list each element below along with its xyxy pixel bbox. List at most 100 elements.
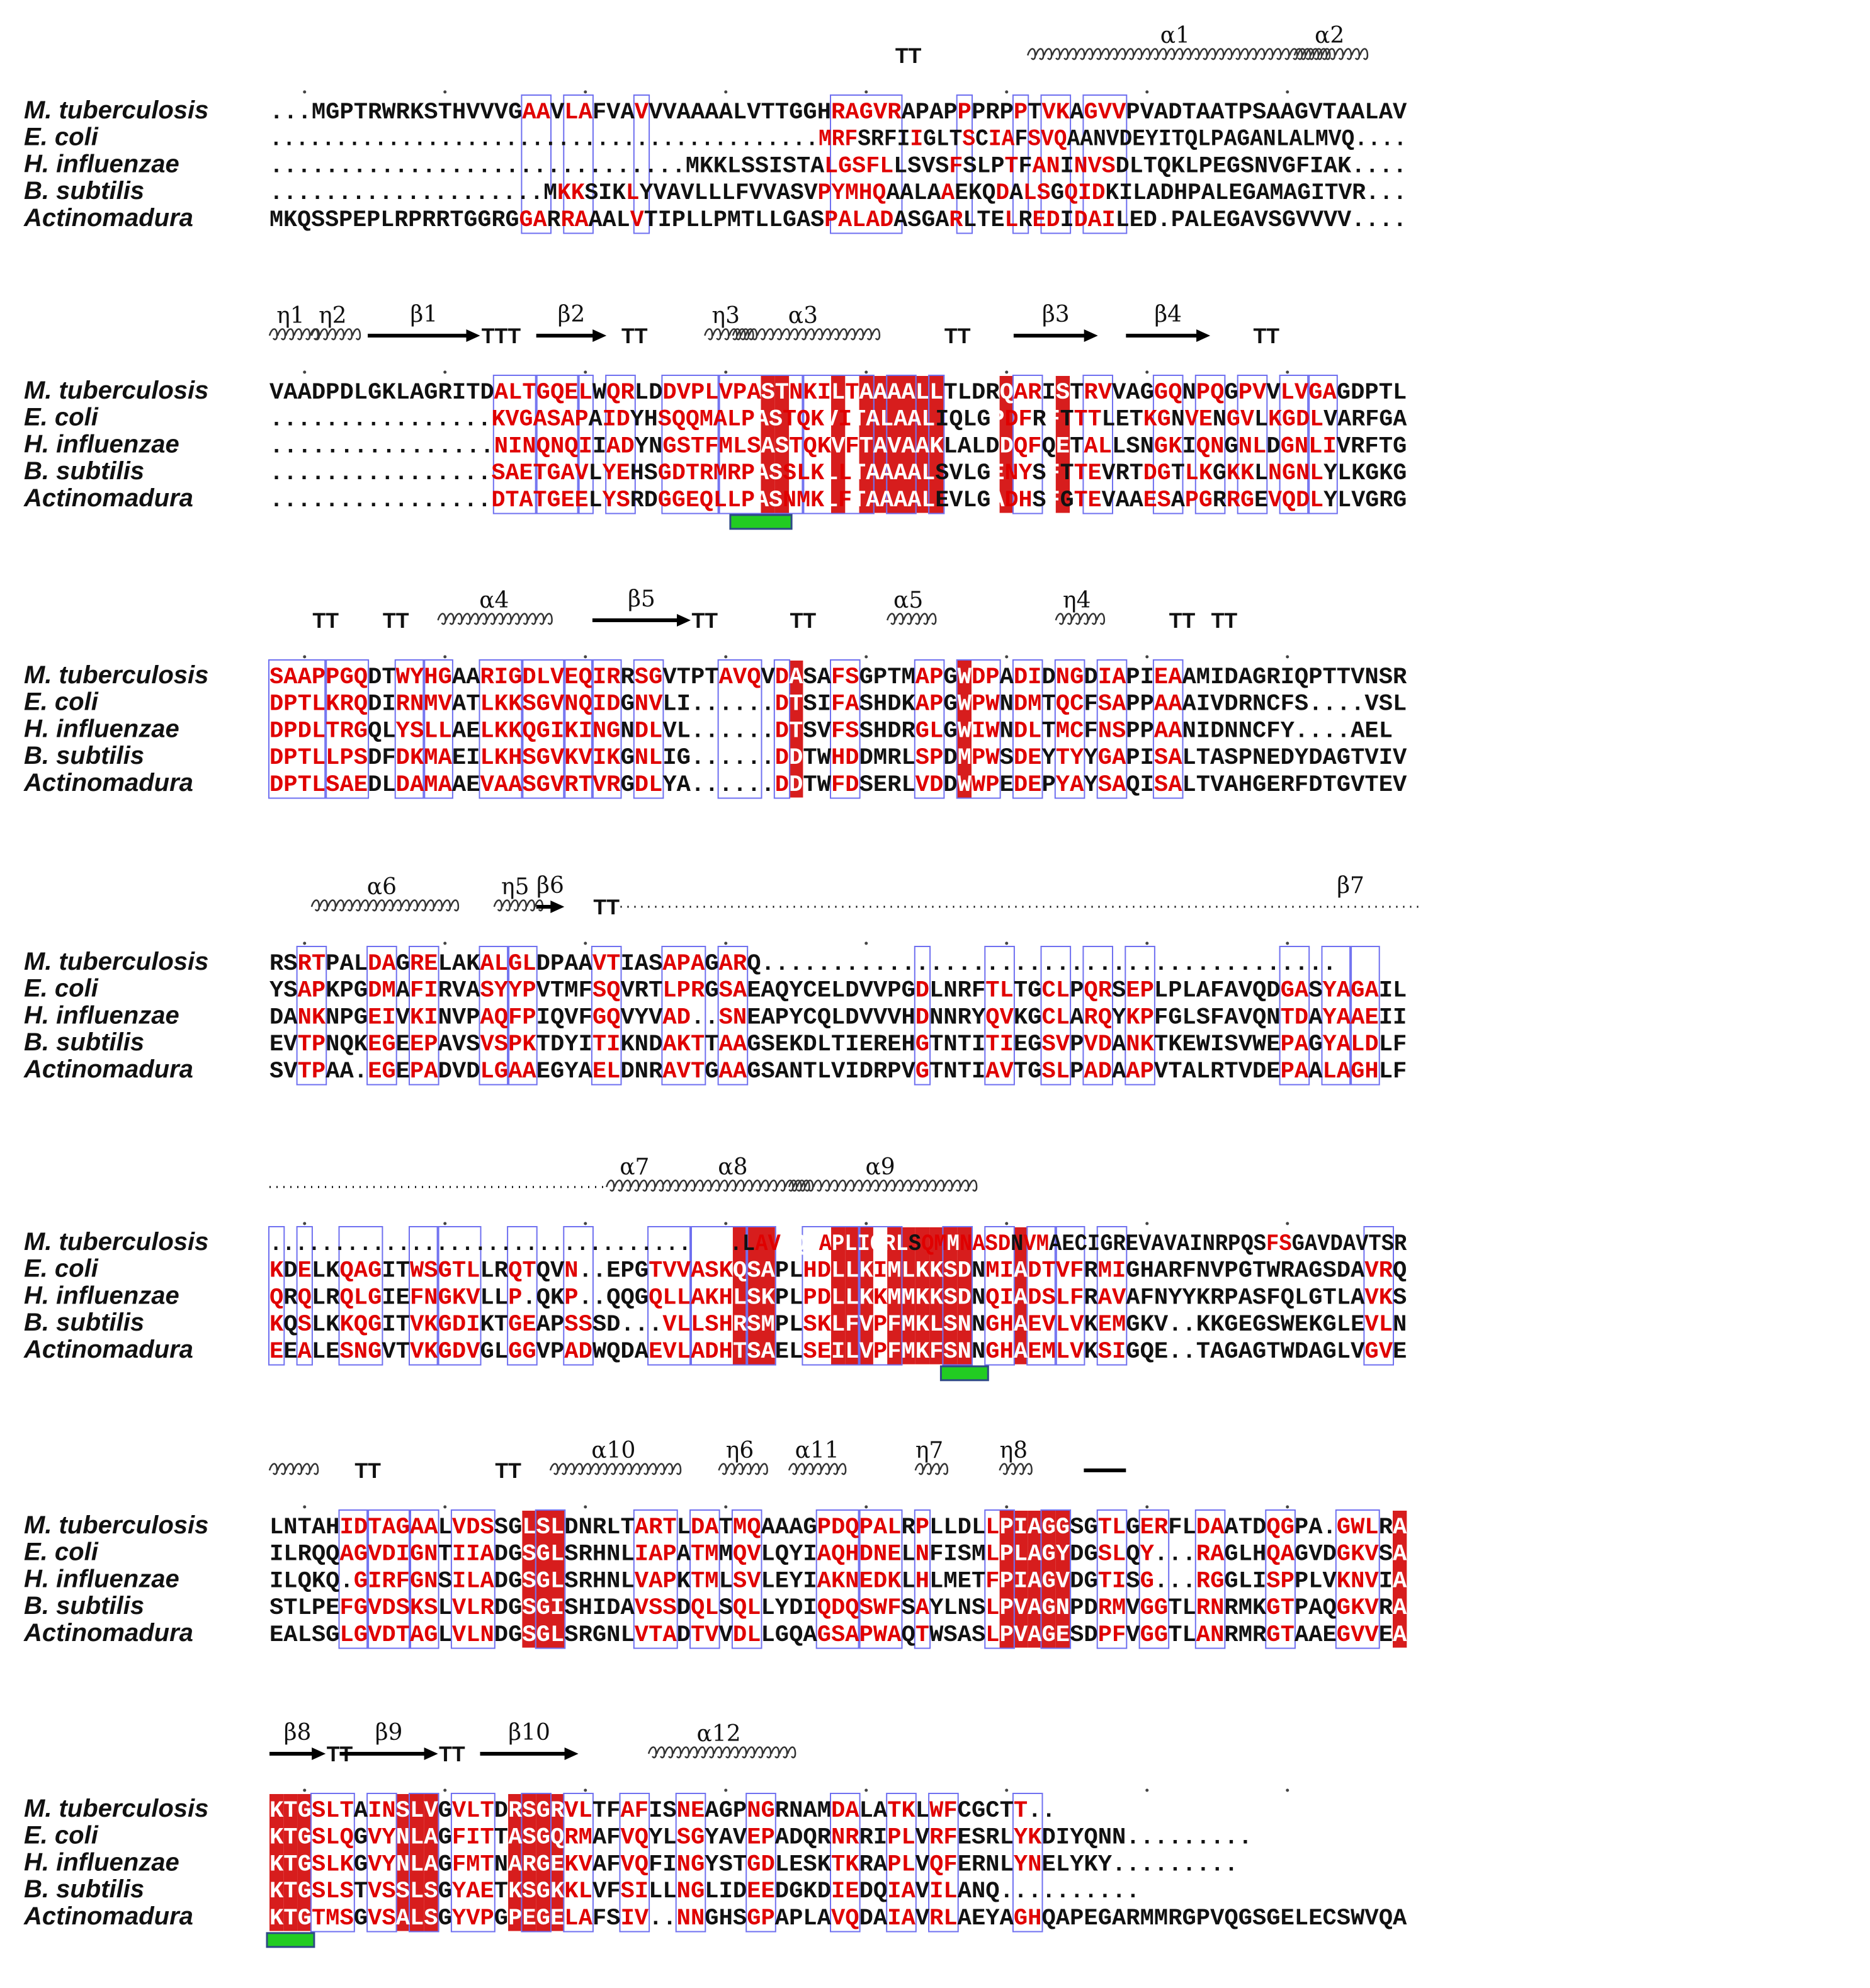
ss-label: β3 (1042, 302, 1070, 327)
ss-label: α6 (367, 874, 397, 900)
similarity-box (1138, 1509, 1170, 1649)
similarity-box (830, 94, 903, 234)
similarity-box (928, 375, 945, 514)
turn-label: TT (944, 324, 971, 348)
sequence-row: KTGSLTAINSLVGVLTDRSGRVLTFAFISNEAGPNGRNAM… (269, 1798, 1056, 1824)
similarity-box (802, 1226, 861, 1366)
similarity-box (535, 1509, 566, 1649)
similarity-box (366, 946, 397, 1086)
species-label: H. influenzae (24, 430, 179, 458)
identity-fill (1055, 376, 1070, 513)
ss-label: η2 (319, 303, 346, 329)
similarity-box (984, 946, 1015, 1086)
similarity-box (633, 94, 650, 234)
identity-fill (536, 1511, 550, 1648)
similarity-box (1026, 1226, 1057, 1366)
turn-label: TT (790, 609, 817, 633)
identity-fill (395, 1794, 410, 1931)
position-tick (1286, 941, 1289, 945)
similarity-box (450, 1793, 496, 1933)
similarity-box (409, 1226, 439, 1366)
sequence-row: KTGTMSGVSALSGYVPGPEGELAFSIV..NNGHSGPAPLA… (269, 1906, 1407, 1932)
similarity-box (409, 1793, 439, 1933)
position-tick (1145, 655, 1149, 659)
turn-label: TT (895, 44, 922, 68)
helix-glyph (705, 329, 754, 340)
sequence-row: MKQSSPEPLRPRRTGGRGGARRAAALVTIPLLPMTLLGAS… (269, 207, 1407, 234)
alignment-block: η1 η2 β1 TTT β2 TT η3 α3 TT β3 β4 TT M. tuberculosis… (23, 302, 1407, 514)
helix-glyph (268, 328, 319, 341)
similarity-box (914, 659, 945, 799)
position-tick (303, 1222, 307, 1225)
similarity-box (1040, 946, 1072, 1086)
species-label: B. subtilis (24, 1592, 144, 1620)
similarity-box (535, 375, 580, 514)
identity-fill (929, 376, 944, 513)
species-label: E. coli (24, 123, 99, 151)
position-tick (724, 370, 728, 374)
ss-label: β8 (284, 1720, 312, 1746)
ss-label: α1 (1160, 23, 1190, 48)
helix-glyph (999, 1463, 1033, 1475)
sequence-row: ................NINQNQIIADYNGSTFMLSASTQK… (269, 433, 1407, 460)
similarity-box (310, 1793, 355, 1933)
position-tick (864, 90, 868, 94)
position-tick (1145, 941, 1149, 945)
similarity-box (1194, 375, 1226, 514)
alignment-block: TT TT α4 β5 TT TT α5 η4 TT TT M. tuberculosis SAAPP… (23, 586, 1407, 799)
position-tick (1286, 370, 1289, 374)
ss-label: β4 (1154, 302, 1182, 327)
species-label: E. coli (24, 1255, 99, 1283)
sequence-row: ....................MKKSIKLYVAVLLLFVVASV… (269, 180, 1407, 207)
position-tick (1286, 1222, 1289, 1225)
similarity-box (577, 375, 594, 514)
species-label: H. influenzae (24, 150, 179, 178)
identity-fill (774, 376, 790, 513)
helix-glyph (1026, 48, 1331, 60)
species-label: E. coli (24, 1538, 99, 1566)
identity-fill (1055, 1511, 1070, 1648)
species-label: H. influenzae (24, 1281, 179, 1309)
helix-glyph (662, 1181, 810, 1191)
similarity-box (633, 659, 664, 799)
identity-fill (508, 1794, 523, 1931)
identity-fill (424, 1794, 438, 1931)
ss-label: α9 (865, 1154, 895, 1180)
position-tick (864, 941, 868, 945)
similarity-box (521, 94, 552, 234)
identity-fill (732, 1227, 747, 1365)
similarity-box (450, 1509, 496, 1649)
identity-fill (831, 376, 846, 513)
similarity-box (1096, 1226, 1128, 1366)
position-tick (1005, 941, 1009, 945)
species-label: H. influenzae (24, 715, 179, 742)
identity-fill (887, 1227, 902, 1365)
helix-glyph (437, 613, 553, 625)
identity-fill (873, 376, 888, 513)
helix-glyph (718, 1463, 768, 1475)
strand-arrowhead (1084, 329, 1098, 342)
similarity-box (1012, 659, 1043, 799)
similarity-box (563, 1793, 594, 1933)
identity-fill (901, 376, 915, 513)
turn-label: TT (621, 324, 648, 348)
species-label: Actinomadura (23, 204, 193, 232)
ss-label: α12 (697, 1721, 741, 1747)
species-label: H. influenzae (24, 1848, 179, 1876)
motif-marker (729, 514, 793, 530)
similarity-box (563, 1226, 594, 1366)
ss-label: α2 (1315, 23, 1344, 48)
ss-label: η1 (276, 303, 304, 329)
similarity-box (507, 1226, 538, 1366)
motif-marker (266, 1932, 315, 1948)
strand-arrowhead (424, 1747, 438, 1760)
sequence-row: ILQKQ.GIRFGNSILADGSGLSRHNLVAPKTMLSVLEYIA… (269, 1568, 1407, 1594)
identity-fill (522, 1511, 536, 1648)
similarity-box (942, 1226, 973, 1366)
similarity-box (1040, 1509, 1072, 1649)
similarity-box (1279, 946, 1310, 1086)
species-label: M. tuberculosis (24, 948, 208, 975)
position-tick (303, 655, 307, 659)
similarity-box (507, 946, 538, 1086)
